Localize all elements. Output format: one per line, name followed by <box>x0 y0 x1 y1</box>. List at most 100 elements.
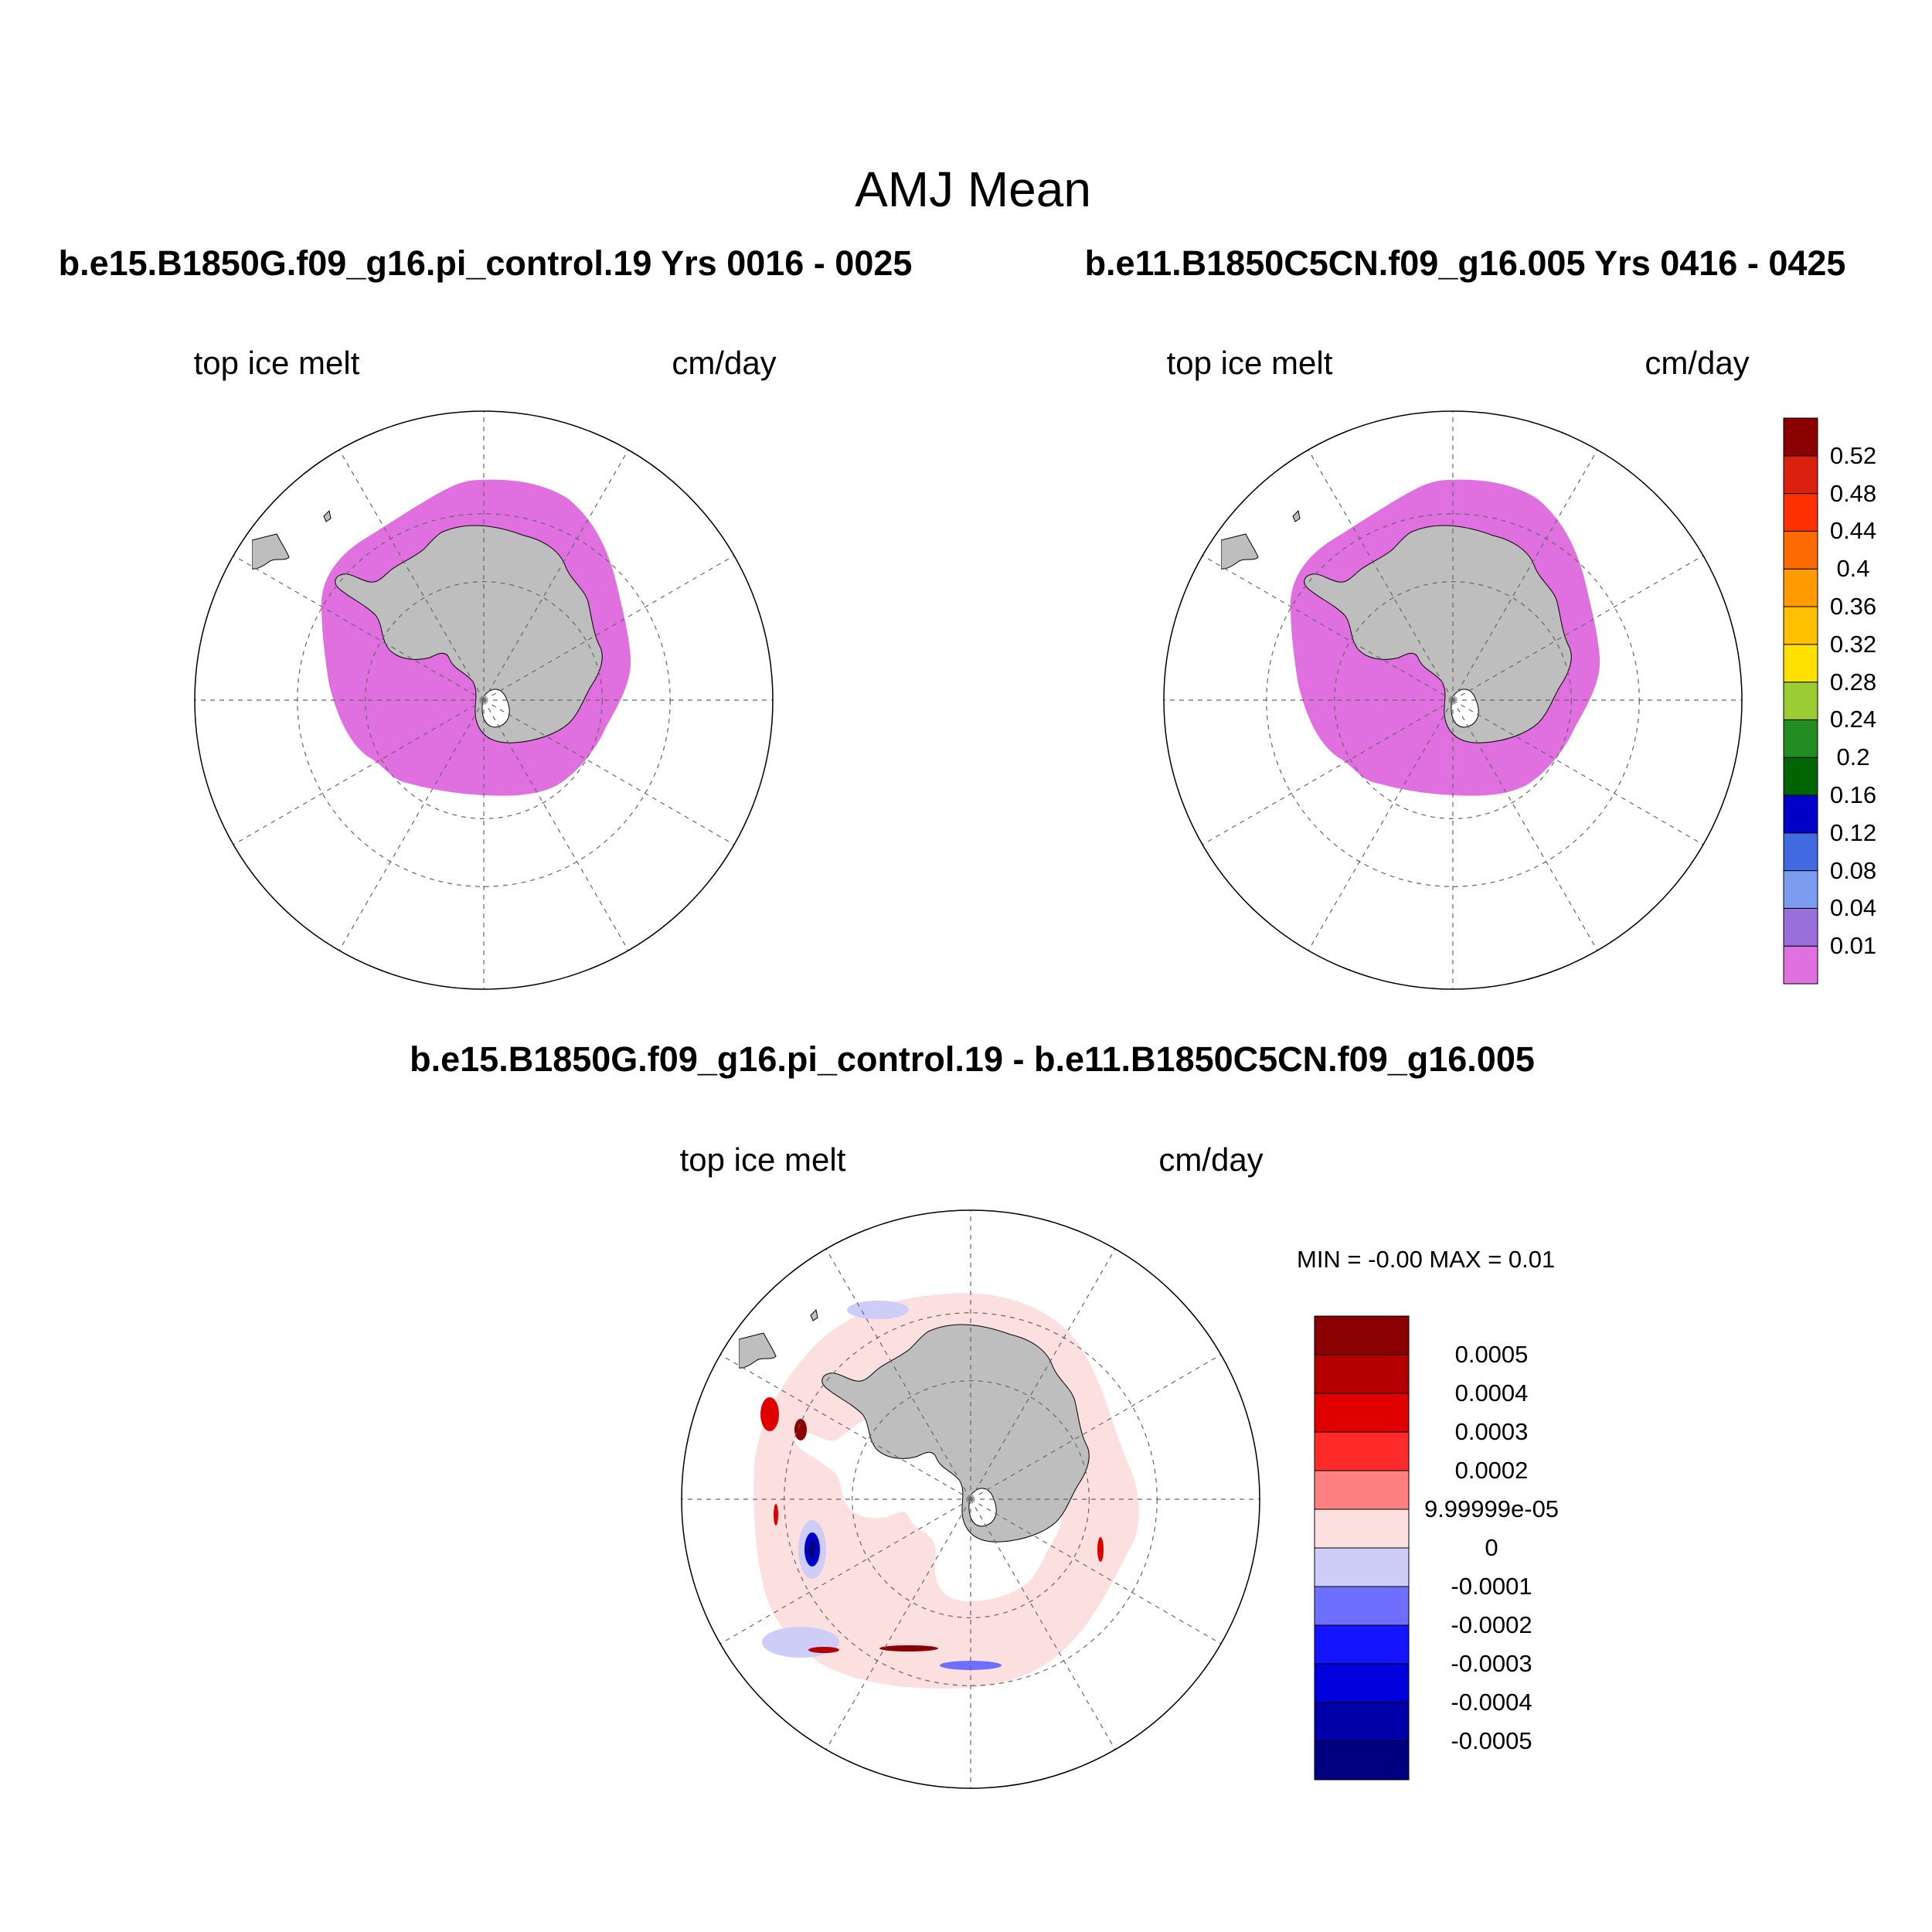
colorbar-tick-label: 0.4 <box>1836 555 1870 583</box>
colorbar-swatch <box>1314 1431 1410 1471</box>
strongest-negative-anomaly <box>808 1541 816 1558</box>
longitude-line <box>825 1498 971 1750</box>
longitude-line <box>1452 699 1598 951</box>
colorbar-swatch <box>1314 1624 1410 1665</box>
right-polar-map <box>1163 410 1743 990</box>
difference-variable-label: top ice melt <box>679 1141 846 1178</box>
colorbar-swatch <box>1783 794 1818 834</box>
colorbar-swatch <box>1783 945 1818 985</box>
colorbar-tick-label: -0.0001 <box>1451 1573 1532 1600</box>
colorbar-tick-label: 0.01 <box>1829 932 1877 960</box>
colorbar-tick-label: 0.0004 <box>1454 1379 1529 1406</box>
longitude-line <box>1452 555 1704 701</box>
colorbar-swatch <box>1314 1547 1410 1587</box>
colorbar-tick-label: 0.24 <box>1829 706 1877 733</box>
colorbar-tick-label: 9.99999e-05 <box>1423 1495 1560 1522</box>
positive-anomaly-patch <box>760 1397 779 1431</box>
colorbar-tick-label: 0.52 <box>1829 441 1877 469</box>
colorbar-swatch <box>1783 493 1818 532</box>
colorbar-swatch <box>1314 1393 1410 1433</box>
longitude-line <box>1452 449 1598 701</box>
colorbar-tick-label: -0.0002 <box>1451 1611 1532 1638</box>
colorbar-tick-label: 0.48 <box>1829 479 1877 507</box>
difference-panel-title: b.e15.B1850G.f09_g16.pi_control.19 - b.e… <box>410 1039 1535 1079</box>
latitude-circle <box>1334 581 1572 819</box>
colorbar-swatch <box>1783 757 1818 796</box>
colorbar-swatch <box>1783 682 1818 720</box>
colorbar-swatch <box>1314 1354 1410 1394</box>
longitude-line <box>970 1354 1222 1500</box>
longitude-line <box>1308 449 1454 701</box>
colorbar-tick-label: 0.44 <box>1829 517 1877 545</box>
colorbar-tick-label: -0.0004 <box>1451 1689 1532 1716</box>
positive-anomaly-streak <box>1097 1537 1104 1562</box>
longitude-line <box>825 1248 971 1500</box>
colorbar-tick-label: 0.04 <box>1829 894 1877 922</box>
longitude-line <box>483 699 735 845</box>
positive-anomaly-streak <box>774 1504 778 1526</box>
longitude-line <box>233 699 485 845</box>
latitude-circle <box>365 581 603 819</box>
colorbar-swatch <box>1783 417 1818 457</box>
colorbar-tick-label: 0.08 <box>1829 856 1877 884</box>
colorbar-swatch <box>1783 530 1818 570</box>
difference-polar-map <box>681 1209 1260 1789</box>
left-graticule <box>195 411 773 989</box>
left-variable-label: top ice melt <box>193 345 360 381</box>
colorbar-swatch <box>1314 1663 1410 1703</box>
longitude-line <box>719 1498 971 1645</box>
right-map-border <box>1163 410 1743 990</box>
colorbar-swatch <box>1314 1586 1410 1626</box>
longitude-line <box>483 555 735 701</box>
right-graticule <box>1164 411 1742 989</box>
colorbar-swatch <box>1783 832 1818 872</box>
longitude-line <box>970 1498 1222 1645</box>
difference-anomaly-patches <box>760 1301 1104 1670</box>
longitude-line <box>483 699 629 951</box>
positive-anomaly-patch <box>794 1419 807 1440</box>
longitude-line <box>1202 699 1454 845</box>
colorbar-swatch <box>1783 644 1818 683</box>
colorbar-swatch <box>1314 1470 1410 1510</box>
difference-graticule <box>682 1210 1260 1788</box>
colorbar-swatch <box>1314 1509 1410 1549</box>
colorbar-swatch <box>1783 568 1818 607</box>
colorbar-swatch <box>1314 1315 1410 1355</box>
left-map-border <box>194 410 774 990</box>
main-title: AMJ Mean <box>855 162 1091 217</box>
longitude-line <box>338 449 485 701</box>
right-variable-label: top ice melt <box>1166 345 1333 381</box>
colorbar-swatch <box>1314 1702 1410 1742</box>
colorbar-tick-label: -0.0005 <box>1451 1727 1532 1754</box>
colorbar-swatch <box>1314 1740 1410 1781</box>
left-polar-map <box>194 410 774 990</box>
colorbar-tick-label: 0.2 <box>1836 743 1870 771</box>
colorbar-tick-label: 0.0002 <box>1454 1457 1529 1484</box>
latitude-circle <box>852 1380 1090 1618</box>
colorbar-tick-label: 0.36 <box>1829 593 1877 620</box>
positive-anomaly-band <box>808 1647 839 1653</box>
left-panel-title: b.e15.B1850G.f09_g16.pi_control.19 Yrs 0… <box>58 243 913 283</box>
difference-colorbar <box>1314 1315 1410 1781</box>
longitude-line <box>970 1498 1116 1750</box>
negative-anomaly-patch <box>762 1627 839 1658</box>
colorbar-tick-label: 0.32 <box>1829 630 1877 658</box>
longitude-line <box>1452 699 1704 845</box>
longitude-line <box>719 1354 971 1500</box>
longitude-line <box>1202 555 1454 701</box>
colorbar-tick-label: 0.0003 <box>1454 1418 1529 1445</box>
colorbar-tick-label: 0.12 <box>1829 818 1877 846</box>
colorbar-tick-label: -0.0003 <box>1451 1650 1532 1677</box>
difference-map-border <box>681 1209 1260 1789</box>
negative-anomaly-patch <box>847 1301 909 1319</box>
negative-anomaly-band <box>940 1661 1002 1670</box>
colorbar-swatch <box>1783 455 1818 495</box>
positive-anomaly-band <box>879 1645 938 1651</box>
colorbar-swatch <box>1783 719 1818 758</box>
longitude-line <box>233 555 485 701</box>
longitude-line <box>338 699 485 951</box>
left-units-label: cm/day <box>672 345 777 381</box>
right-panel-title: b.e11.B1850C5CN.f09_g16.005 Yrs 0416 - 0… <box>1084 243 1846 283</box>
difference-units-label: cm/day <box>1158 1141 1264 1178</box>
